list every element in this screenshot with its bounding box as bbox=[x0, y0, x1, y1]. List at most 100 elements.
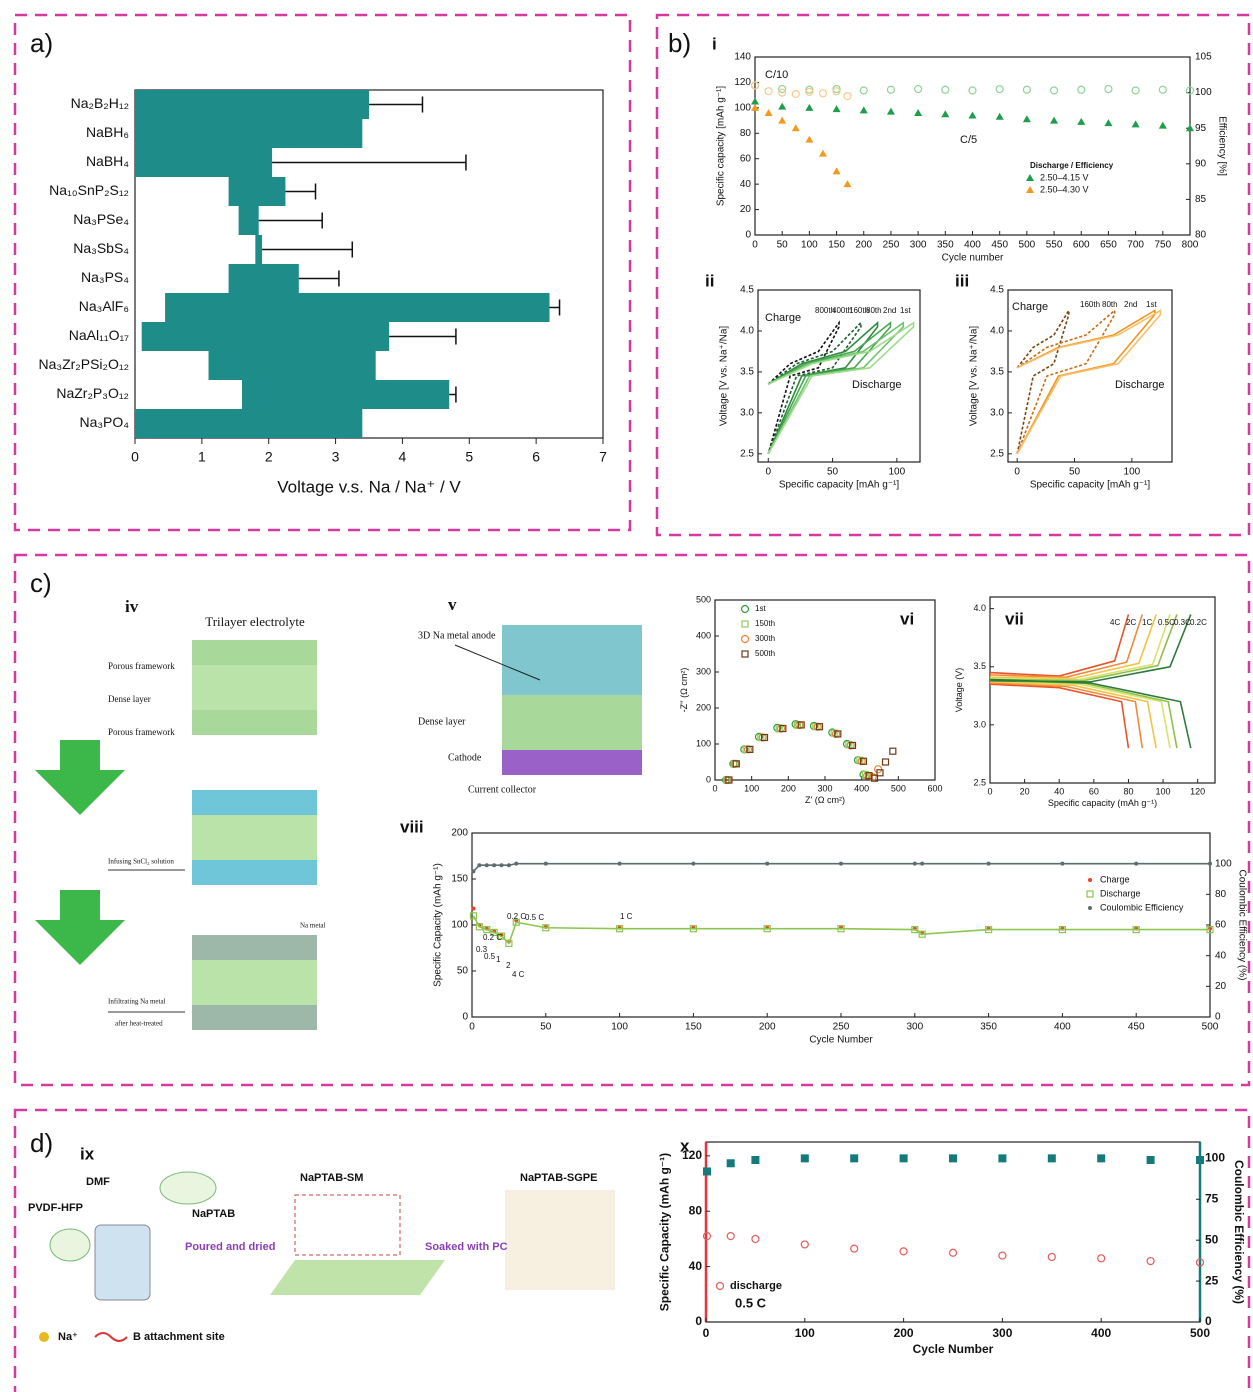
x-tick-label: 350 bbox=[937, 240, 954, 251]
legend-label: 2.50–4.30 V bbox=[1040, 184, 1089, 194]
data-point bbox=[860, 87, 867, 94]
data-point bbox=[1147, 1156, 1155, 1164]
arrow bbox=[35, 740, 125, 815]
series-line bbox=[1017, 310, 1114, 453]
y-axis-label: Specific Capacity (mAh g⁻¹) bbox=[657, 1153, 671, 1311]
y-tick-label: Na₂B₂H₁₂ bbox=[71, 95, 129, 111]
y-tick-label: 3.5 bbox=[740, 367, 754, 378]
legend-swatch bbox=[742, 606, 749, 613]
schematic-title: Trilayer electrolyte bbox=[205, 614, 305, 629]
y-tick-label: 200 bbox=[451, 828, 468, 839]
data-point bbox=[833, 105, 841, 112]
y-tick-label: 3.0 bbox=[990, 407, 1004, 418]
data-point bbox=[765, 862, 769, 866]
legend-swatch bbox=[1088, 878, 1092, 882]
plot-frame bbox=[706, 1142, 1200, 1322]
data-point bbox=[969, 87, 976, 94]
error-bar bbox=[369, 97, 422, 113]
legend-label: 150th bbox=[755, 619, 775, 628]
y-tick-label: 4.0 bbox=[740, 326, 754, 337]
x-axis-label: Cycle Number bbox=[913, 1342, 994, 1356]
layer bbox=[502, 695, 642, 750]
data-point bbox=[1050, 117, 1058, 124]
legend-label: 80th bbox=[866, 306, 882, 315]
y2-tick-label: 0 bbox=[1205, 1314, 1212, 1328]
data-point bbox=[915, 86, 922, 93]
bar bbox=[239, 206, 259, 235]
error-bar bbox=[389, 329, 456, 345]
y2-axis-label: Coulombic Efficiency (%) bbox=[1232, 1160, 1246, 1304]
plot-frame bbox=[472, 833, 1210, 1017]
data-point bbox=[1159, 122, 1167, 129]
data-point bbox=[471, 869, 475, 873]
data-point bbox=[500, 863, 504, 867]
x-tick-label: 0 bbox=[131, 449, 139, 465]
x-tick-label: 600 bbox=[1073, 240, 1090, 251]
x-tick-label: 7 bbox=[599, 449, 607, 465]
x-tick-label: 50 bbox=[540, 1022, 552, 1033]
x-tick-label: 0 bbox=[469, 1022, 475, 1033]
y-tick-label: 120 bbox=[734, 77, 751, 88]
sub-label: vii bbox=[1005, 609, 1024, 628]
y-tick-label: 4.0 bbox=[973, 603, 986, 613]
schematic-text: Cathode bbox=[448, 752, 482, 763]
y-axis-label: Voltage [V vs. Na⁺/Na] bbox=[719, 326, 730, 427]
data-point bbox=[1132, 87, 1139, 94]
x-tick-label: 1 bbox=[198, 449, 206, 465]
data-point bbox=[1132, 120, 1140, 127]
annotation: 2 bbox=[506, 961, 511, 970]
y-tick-label: 40 bbox=[689, 1259, 703, 1273]
legend-label: 2nd bbox=[883, 306, 896, 315]
x-axis-label: Z' (Ω cm²) bbox=[805, 795, 845, 805]
data-point bbox=[1097, 1154, 1105, 1162]
y-axis-label: Specific Capacity (mAh g⁻¹) bbox=[433, 863, 444, 987]
x-tick-label: 500 bbox=[1190, 1326, 1210, 1340]
error-bar bbox=[259, 213, 323, 229]
y-tick-label: Na₃SbS₄ bbox=[73, 240, 129, 256]
x-tick-label: 100 bbox=[889, 467, 906, 478]
data-point bbox=[752, 1235, 759, 1242]
data-point bbox=[727, 1159, 735, 1167]
data-point bbox=[890, 748, 896, 754]
data-point bbox=[727, 1233, 734, 1240]
legend-label: 1st bbox=[1146, 300, 1157, 309]
data-point bbox=[900, 1154, 908, 1162]
y-tick-label: 200 bbox=[696, 702, 711, 712]
data-point bbox=[792, 91, 799, 98]
y-tick-label: NaBH₄ bbox=[86, 153, 129, 169]
x-tick-label: 700 bbox=[1127, 240, 1144, 251]
x-tick-label: 300 bbox=[910, 240, 927, 251]
annotation: 4 C bbox=[512, 970, 525, 979]
schematic-text: Current collector bbox=[468, 784, 537, 795]
legend-swatch bbox=[1026, 174, 1034, 181]
y2-tick-label: 100 bbox=[1195, 87, 1212, 98]
data-point bbox=[887, 86, 894, 93]
error-bar bbox=[550, 300, 560, 316]
data-point bbox=[1048, 1154, 1056, 1162]
x-tick-label: 100 bbox=[744, 783, 759, 793]
legend-label: 300th bbox=[755, 634, 775, 643]
y-tick-label: 3.0 bbox=[740, 407, 754, 418]
schematic-text: Poured and dried bbox=[185, 1241, 275, 1253]
legend-swatch bbox=[742, 636, 749, 643]
error-bar bbox=[299, 271, 339, 287]
annotation: Charge bbox=[1012, 301, 1048, 313]
x-tick-label: 200 bbox=[781, 783, 796, 793]
y-tick-label: 4.5 bbox=[740, 285, 754, 296]
x-tick-label: 200 bbox=[894, 1326, 914, 1340]
data-point bbox=[1060, 862, 1064, 866]
x-tick-label: 60 bbox=[1089, 786, 1099, 796]
schematic-text: B attachment site bbox=[133, 1331, 225, 1343]
data-point bbox=[987, 862, 991, 866]
x-tick-label: 20 bbox=[1020, 786, 1030, 796]
bar bbox=[229, 177, 286, 206]
bar bbox=[255, 235, 262, 264]
data-point bbox=[778, 103, 786, 110]
data-point bbox=[942, 86, 949, 93]
x-tick-label: 800 bbox=[1182, 240, 1199, 251]
panel-label: b) bbox=[668, 28, 691, 58]
x-tick-label: 450 bbox=[1128, 1022, 1145, 1033]
x-tick-label: 100 bbox=[1124, 467, 1141, 478]
annotation: 0.2 C bbox=[507, 912, 526, 921]
bubble bbox=[50, 1229, 90, 1261]
